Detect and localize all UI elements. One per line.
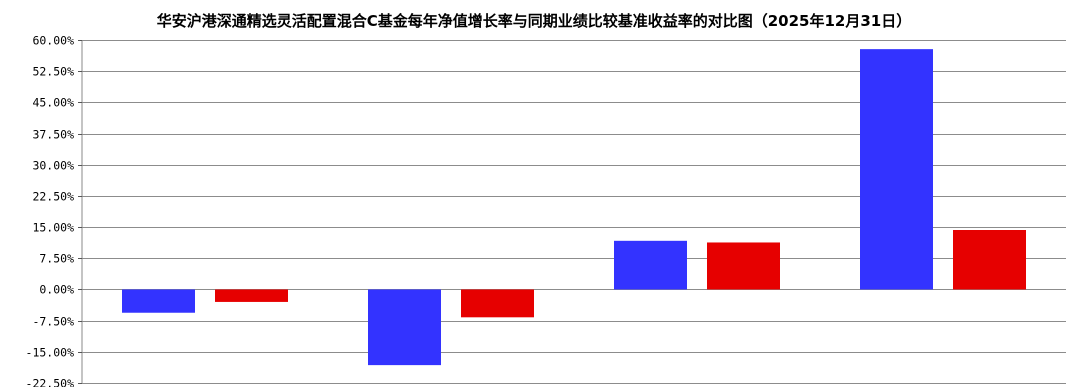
bar-series-2-group-3 [707, 242, 780, 290]
bar-series-1-group-4 [860, 49, 933, 290]
y-axis: 60.00% 52.50% 45.00% 37.50% 30.00% 22.50% 15.0… [26, 34, 83, 387]
chart-title: 华安沪港深通精选灵活配置混合C基金每年净值增长率与同期业绩比较基准收益率的对比图… [156, 12, 912, 30]
bar-series-1-group-3 [614, 240, 687, 290]
y-tick-label: 15.00% [32, 221, 74, 235]
bar-series-1-group-2 [368, 289, 441, 366]
y-tick-label: 45.00% [32, 96, 74, 110]
y-tick-label: 30.00% [32, 159, 74, 173]
bars [122, 49, 1026, 366]
y-tick-label: 52.50% [32, 65, 74, 79]
bar-series-2-group-4 [953, 230, 1026, 290]
bar-series-2-group-2 [461, 289, 534, 318]
y-tick-label: -15.00% [26, 346, 75, 360]
y-tick-label: 22.50% [32, 190, 74, 204]
bar-series-1-group-1 [122, 289, 195, 313]
y-tick-label: 60.00% [32, 34, 74, 48]
y-tick-label: -7.50% [32, 315, 74, 329]
y-tick-label: -22.50% [26, 377, 75, 387]
y-tick-label: 7.50% [39, 252, 74, 266]
bar-series-2-group-1 [215, 289, 288, 302]
y-tick-label: 37.50% [32, 128, 74, 142]
y-tick-label: 0.00% [39, 283, 74, 297]
